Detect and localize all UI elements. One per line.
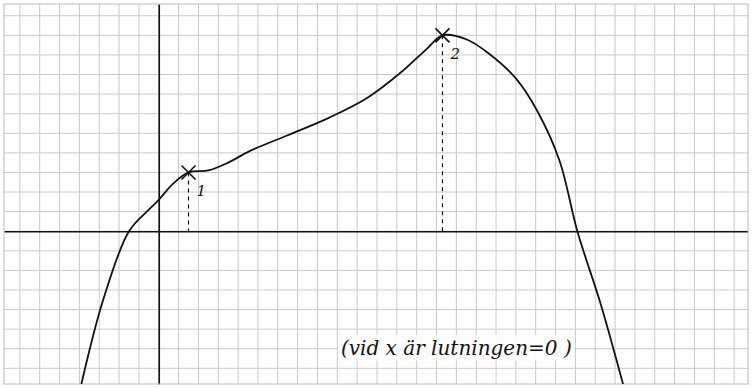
grid-line-y xyxy=(4,35,748,36)
grid-line-y xyxy=(4,133,748,134)
grid-line-x xyxy=(99,4,100,384)
grid-line-x xyxy=(297,4,298,384)
grid-line-x xyxy=(337,4,338,384)
grid-line-y xyxy=(4,113,748,114)
grid-line-y xyxy=(4,270,748,271)
grid-line-y xyxy=(4,152,748,153)
grid-line-y xyxy=(4,329,748,330)
axis-line xyxy=(158,5,160,385)
grid-line-x xyxy=(218,4,219,384)
grid-line-x xyxy=(79,4,80,384)
grid-line-x xyxy=(595,4,596,384)
grid-line-x xyxy=(357,4,358,384)
grid-line-x xyxy=(515,4,516,384)
grid-line-x xyxy=(277,4,278,384)
grid-line-y xyxy=(4,211,748,212)
grid-line-x xyxy=(555,4,556,384)
grid-line-y xyxy=(4,231,748,232)
grid-line-x xyxy=(238,4,239,384)
x-axis xyxy=(5,231,749,233)
grid-line-y xyxy=(4,192,748,193)
grid-line-x xyxy=(138,4,139,384)
grid-line-x xyxy=(476,4,477,384)
grid-line-x xyxy=(39,4,40,384)
grid-line-y xyxy=(4,172,748,173)
grid-line-y xyxy=(4,309,748,310)
grid-line-x xyxy=(535,4,536,384)
grid-line-x xyxy=(158,4,159,384)
drop-line xyxy=(442,35,443,231)
grid-line-x xyxy=(317,4,318,384)
axis-line xyxy=(5,231,749,233)
grid-line-x xyxy=(634,4,635,384)
grid-line-x xyxy=(59,4,60,384)
grid-line-x xyxy=(376,4,377,384)
plot: 1 2 (vid x är lutningen=0 ) xyxy=(4,4,749,385)
grid-line-x xyxy=(19,4,20,384)
grid-line-x xyxy=(654,4,655,384)
drop-line xyxy=(188,172,189,231)
grid-line-x xyxy=(714,4,715,384)
grid-line-x xyxy=(416,4,417,384)
grid-line-x xyxy=(575,4,576,384)
annotation-text: 1 xyxy=(197,182,207,200)
annotations: 1 2 (vid x är lutningen=0 ) xyxy=(197,45,575,360)
grid-line-x xyxy=(257,4,258,384)
y-axis xyxy=(158,5,160,385)
grid xyxy=(4,4,748,384)
grid-line-x xyxy=(615,4,616,384)
grid-line-y xyxy=(4,289,748,290)
grid-line-x xyxy=(496,4,497,384)
grid-line-x xyxy=(694,4,695,384)
grid-line-y xyxy=(4,250,748,251)
chart: 1 2 (vid x är lutningen=0 ) xyxy=(0,0,752,388)
grid-line-x xyxy=(674,4,675,384)
grid-line-x xyxy=(734,4,735,384)
grid-line-x xyxy=(436,4,437,384)
plot-frame xyxy=(4,4,748,384)
grid-line-y xyxy=(4,368,748,369)
grid-line-y xyxy=(4,94,748,95)
point-marker xyxy=(435,28,449,42)
annotation-text: 2 xyxy=(449,45,460,63)
grid-line-x xyxy=(119,4,120,384)
curve xyxy=(81,35,623,384)
point-marker xyxy=(182,165,196,179)
grid-line-y xyxy=(4,15,748,16)
grid-line-y xyxy=(4,74,748,75)
label-patch xyxy=(338,335,575,361)
grid-line-y xyxy=(4,54,748,55)
grid-line-x xyxy=(178,4,179,384)
grid-line-x xyxy=(396,4,397,384)
annotation-text: (vid x är lutningen=0 ) xyxy=(341,336,572,360)
marks xyxy=(81,28,623,384)
